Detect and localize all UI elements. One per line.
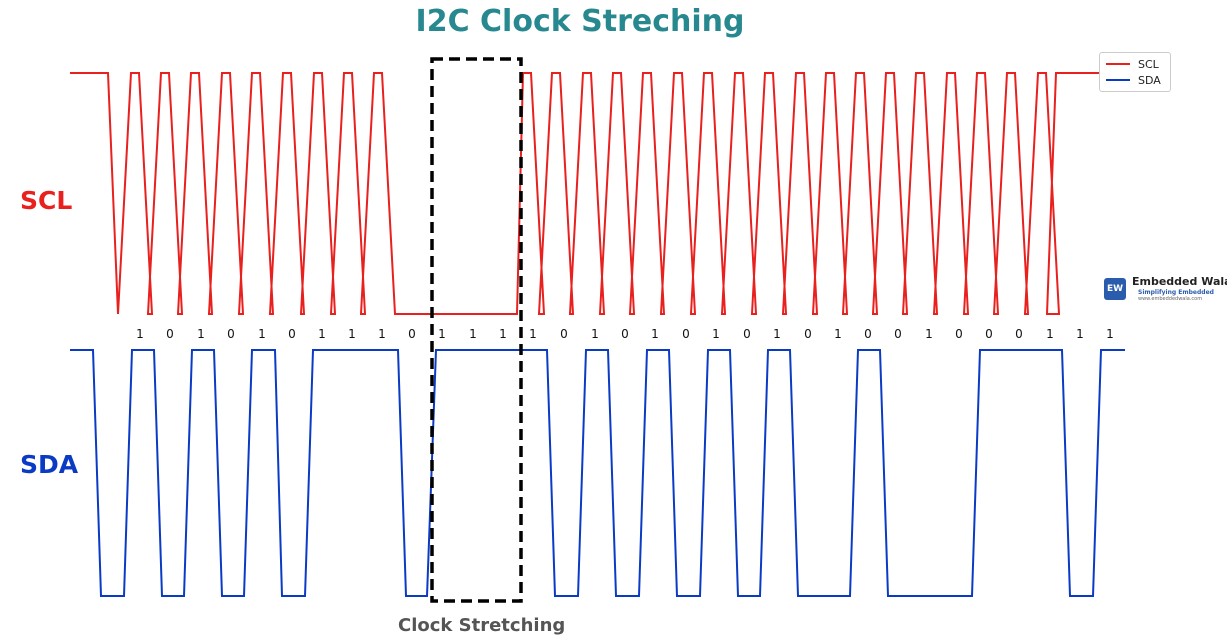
clock-stretching-box [430,57,523,603]
bit-label: 0 [894,327,902,341]
bit-label: 0 [864,327,872,341]
legend-label-scl: SCL [1138,57,1159,71]
legend-item-sda: SDA [1106,72,1161,88]
legend-label-sda: SDA [1138,73,1161,87]
legend-swatch-sda [1106,79,1130,81]
bit-label: 1 [1046,327,1054,341]
sda-label-text: SDA [20,450,79,479]
bit-label: 1 [318,327,326,341]
bit-label: 0 [1015,327,1023,341]
bit-label: 0 [682,327,690,341]
diagram-title: I2C Clock Streching [415,4,745,39]
bit-label: 1 [258,327,266,341]
scl-label-text: SCL [20,186,73,215]
bit-labels: 1 0 1 0 1 0 1 1 1 0 1 1 1 1 0 1 0 1 0 1 0 1 0 1 0 0 1 0 0 0 1 1 1 [136,327,1114,341]
bit-label: 1 [651,327,659,341]
bit-label: 0 [743,327,751,341]
scl-waveform [70,72,1100,315]
bit-label: 0 [408,327,416,341]
bit-label: 1 [529,327,537,341]
logo-url: www.embeddedwala.com [1138,296,1203,302]
bit-label: 1 [925,327,933,341]
bit-label: 0 [227,327,235,341]
bit-label: 0 [288,327,296,341]
bit-label: 1 [1106,327,1114,341]
bit-label: 1 [834,327,842,341]
bit-label: 1 [591,327,599,341]
bit-label: 1 [1076,327,1084,341]
bit-label: 0 [804,327,812,341]
bit-label: 0 [955,327,963,341]
sda-label: SDA [20,450,78,479]
clock-stretching-caption: Clock Stretching [398,615,566,636]
bit-label: 0 [166,327,174,341]
scl-label: SCL [20,186,72,215]
sda-waveform [70,349,1125,597]
bit-label: 1 [499,327,507,341]
bit-label: 0 [621,327,629,341]
embedded-wala-logo: EW Embedded Wala Simplifying Embedded ww… [1100,274,1227,304]
bit-label: 1 [378,327,386,341]
logo-name: Embedded Wala [1132,275,1227,288]
legend-item-scl: SCL [1106,56,1159,72]
bit-label: 1 [348,327,356,341]
bit-label: 1 [712,327,720,341]
legend-swatch-scl [1106,63,1130,65]
chip-icon: EW [1104,278,1126,300]
bit-label: 1 [469,327,477,341]
bit-label: 1 [197,327,205,341]
legend: SCL SDA [1099,52,1171,92]
bit-label: 1 [136,327,144,341]
bit-label: 0 [985,327,993,341]
bit-label: 1 [438,327,446,341]
bit-label: 1 [773,327,781,341]
logo-tagline: Simplifying Embedded [1138,289,1214,296]
bit-label: 0 [560,327,568,341]
